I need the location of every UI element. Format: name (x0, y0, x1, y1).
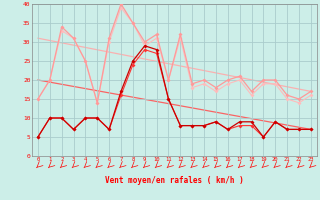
X-axis label: Vent moyen/en rafales ( km/h ): Vent moyen/en rafales ( km/h ) (105, 176, 244, 185)
